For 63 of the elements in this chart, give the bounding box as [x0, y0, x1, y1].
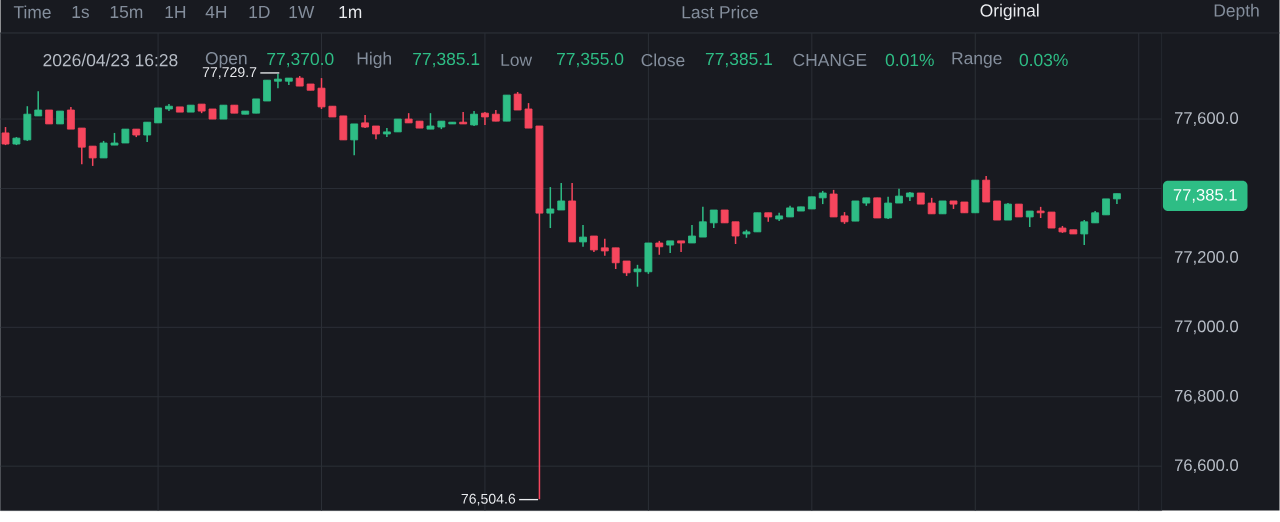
annotation: Close: [641, 53, 685, 67]
annotation: Open: [205, 52, 247, 68]
candlestick: [88, 145, 97, 167]
y-tick-label: 77,200.0: [1174, 251, 1239, 265]
annotation: 77,355.0: [557, 52, 624, 68]
candlestick: [600, 238, 609, 257]
candlestick: [698, 206, 707, 238]
text: 77,385.1: [1173, 188, 1237, 203]
text: Time: [13, 5, 51, 19]
text: 4H: [205, 6, 227, 18]
candlestick: [579, 224, 587, 248]
candlestick: [611, 247, 620, 270]
candlestick: [982, 175, 991, 203]
annotation: 77,385.1: [705, 52, 772, 68]
candlestick: [709, 209, 718, 229]
candlestick: [77, 127, 86, 165]
annotation: 76,504.6: [461, 493, 516, 506]
y-tick-label: 76,600.0: [1174, 459, 1239, 474]
candlestick: [753, 212, 762, 233]
candlestick: [263, 79, 271, 102]
y-tick-label: 76,800.0: [1174, 389, 1239, 404]
candlestick: [557, 182, 566, 211]
candlestick: [688, 224, 696, 244]
annotation: 0.01%: [885, 53, 934, 67]
candlestick: [459, 111, 468, 125]
candlestick: [677, 240, 685, 253]
annotation: Low: [501, 53, 533, 67]
annotation: High: [357, 51, 391, 69]
candlestick: [143, 121, 152, 143]
candlestick: [546, 186, 555, 229]
annotation: 77,385.1: [413, 52, 480, 68]
candlestick: [66, 106, 75, 130]
candlestick: [274, 73, 282, 89]
annotation: Range: [952, 52, 1002, 68]
annotation: 0.03%: [1019, 53, 1068, 67]
candlestick: [513, 91, 522, 111]
annotation: CHANGE: [793, 53, 867, 67]
text: 1W: [289, 6, 315, 18]
candlestick: [731, 221, 740, 245]
y-tick-label: 77,000.0: [1174, 320, 1239, 335]
candlestick: [34, 90, 43, 117]
candlestick: [851, 200, 860, 222]
candlestick: [829, 189, 838, 218]
text: 1D: [249, 6, 270, 18]
annotation: 77,729.7: [202, 67, 257, 79]
text: Original: [980, 3, 1039, 21]
candlestick: [993, 200, 1001, 221]
candlestick: [317, 77, 326, 110]
text: 1H: [165, 6, 186, 18]
annotation: 77,370.0: [267, 52, 334, 68]
annotation: 2026/04/23 16:28: [43, 53, 178, 67]
candlestick: [873, 197, 882, 219]
candlestick: [633, 264, 642, 288]
candlestick: [339, 115, 348, 141]
y-tick-label: 77,600.0: [1174, 112, 1239, 126]
text: 1s: [72, 5, 89, 19]
text: 15m: [110, 5, 143, 19]
text: Last Price: [682, 5, 758, 19]
candlestick: [1080, 219, 1089, 246]
text: 1m: [339, 6, 362, 18]
candlestick: [350, 123, 359, 156]
candlestick: [524, 102, 533, 129]
text: Depth: [1214, 3, 1259, 21]
